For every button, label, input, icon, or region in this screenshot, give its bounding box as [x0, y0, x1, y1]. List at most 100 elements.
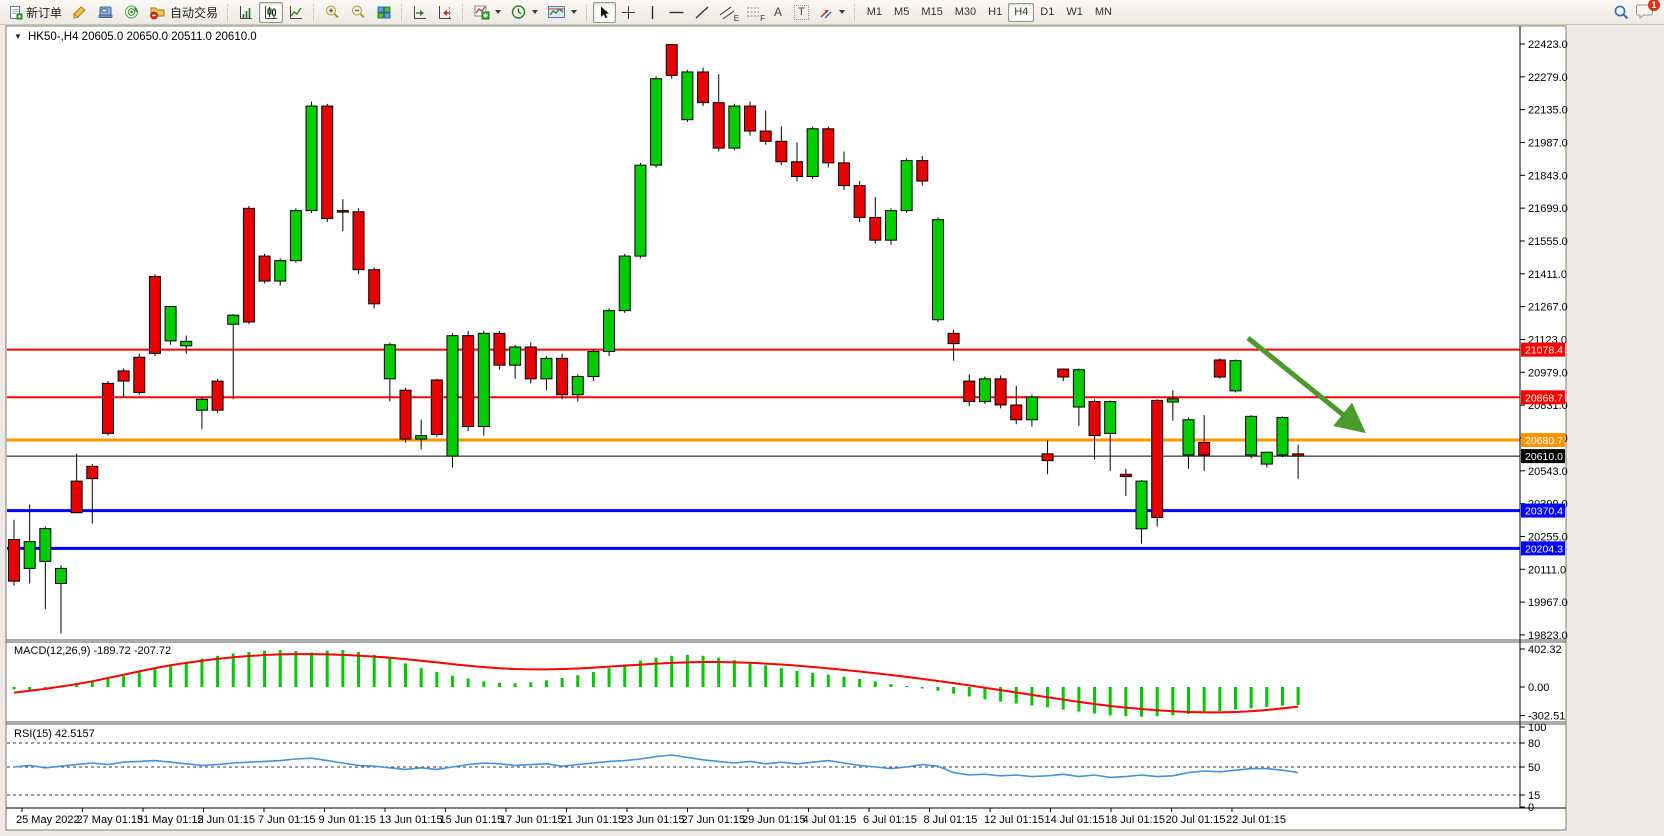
- channel-tool-button[interactable]: E: [715, 2, 740, 23]
- templates-button[interactable]: [543, 2, 581, 23]
- text-label-tool-icon: T: [794, 4, 809, 20]
- candle: [1088, 399, 1101, 460]
- new-order-button[interactable]: 新订单: [4, 2, 66, 23]
- candle-body: [791, 161, 803, 178]
- date-tick-label: 23 Jun 01:15: [621, 814, 685, 826]
- candle-body: [963, 380, 976, 403]
- timeframe-d1-button[interactable]: D1: [1040, 6, 1055, 18]
- timeframe-m5-button[interactable]: M5: [894, 6, 910, 18]
- vertical-line-tool-button[interactable]: [641, 2, 663, 23]
- autotrade-button[interactable]: 自动交易: [145, 2, 222, 23]
- candle-body: [227, 314, 240, 325]
- price-level-badge: 20204.3: [1521, 541, 1565, 556]
- bar-chart-icon: [240, 5, 253, 19]
- timeframe-group: M1 M5 M15 M30 H1 H4 D1 W1 MN: [861, 2, 1118, 22]
- candlestick-chart-button[interactable]: [259, 1, 284, 23]
- toolbar-separator: [227, 3, 229, 21]
- candle: [837, 151, 850, 191]
- chat-button[interactable]: 1: [1636, 0, 1660, 22]
- candle-body: [728, 105, 741, 149]
- candle: [1025, 394, 1038, 427]
- candle: [1182, 417, 1195, 469]
- axes-layer[interactable]: 22423.0 22279.0 22135.0 21987.0 21843.0 21699…: [6, 26, 1568, 826]
- timeframe-w1-button[interactable]: W1: [1066, 6, 1083, 18]
- candle-body: [70, 480, 83, 514]
- timeframe-m1-button[interactable]: M1: [866, 6, 883, 18]
- text-tool-button[interactable]: A: [767, 2, 789, 23]
- toolbar-separator: [462, 3, 464, 21]
- horizontal-line-icon: [669, 11, 684, 13]
- candle-body: [634, 164, 647, 257]
- price-tick-label: 21987.0: [1528, 137, 1568, 149]
- candle-body: [556, 357, 569, 396]
- zoom-in-button[interactable]: [320, 2, 345, 23]
- candle: [383, 342, 396, 402]
- price-level-badge: 20680.7: [1521, 433, 1565, 448]
- arrows-tool-button[interactable]: [814, 2, 849, 23]
- candle: [634, 162, 647, 259]
- notepad-button[interactable]: [67, 2, 92, 23]
- candle-body: [650, 78, 663, 166]
- search-icon[interactable]: [1613, 4, 1630, 21]
- text-label-tool-button[interactable]: T: [790, 2, 813, 23]
- candle: [368, 267, 381, 309]
- candle: [336, 199, 349, 232]
- candle-body: [258, 255, 271, 282]
- crosshair-tool-button[interactable]: [617, 2, 640, 23]
- auto-scroll-button[interactable]: [408, 2, 432, 23]
- tile-windows-button[interactable]: [372, 2, 396, 23]
- candle: [697, 67, 710, 107]
- vertical-line-icon: [651, 5, 653, 19]
- timeframe-mn-button[interactable]: MN: [1094, 6, 1112, 18]
- zoom-out-button[interactable]: [346, 2, 371, 23]
- cursor-tool-button[interactable]: [593, 1, 617, 23]
- candle-body: [117, 370, 130, 382]
- terminal-button[interactable]: [93, 2, 118, 23]
- trendline-tool-button[interactable]: [690, 2, 714, 23]
- date-tick-label: 6 Jul 01:15: [863, 814, 917, 826]
- candle-body: [978, 378, 991, 403]
- macd-pane[interactable]: [12, 650, 1300, 717]
- candle: [227, 314, 240, 400]
- candle-body: [477, 332, 490, 428]
- candle-body: [853, 185, 866, 218]
- candle: [587, 349, 600, 382]
- toolbar-separator: [586, 3, 588, 21]
- trend-arrow[interactable]: [1246, 336, 1366, 434]
- candle-body: [1041, 453, 1054, 462]
- fibonacci-tool-button[interactable]: F: [741, 2, 766, 23]
- indicators-button[interactable]: [469, 2, 505, 23]
- price-level-badge-box: [1521, 541, 1565, 556]
- date-tick-label: 27 Jun 01:15: [682, 814, 746, 826]
- candle-body: [383, 344, 396, 380]
- timeframe-m30-button[interactable]: M30: [954, 6, 977, 18]
- horizontal-line-tool-button[interactable]: [664, 2, 689, 23]
- bar-chart-button[interactable]: [234, 2, 258, 23]
- timeframe-h4-button[interactable]: H4: [1008, 2, 1035, 22]
- candle-body: [1010, 404, 1023, 421]
- candle: [822, 126, 835, 168]
- signal-button[interactable]: [119, 2, 144, 23]
- line-chart-button[interactable]: [284, 2, 308, 23]
- candle: [23, 504, 36, 584]
- candle: [8, 519, 20, 586]
- candle-body: [869, 216, 882, 241]
- candle: [869, 196, 882, 244]
- rsi-pane[interactable]: [7, 742, 1520, 796]
- rsi-tick-label: 80: [1528, 738, 1540, 750]
- candle-body: [1057, 368, 1070, 378]
- candle-body: [8, 539, 20, 582]
- chart-shift-button[interactable]: [433, 2, 457, 23]
- toolbar-separator: [401, 3, 403, 21]
- caret-down-icon: [838, 10, 845, 14]
- timeframe-m15-button[interactable]: M15: [921, 6, 943, 18]
- candle: [618, 253, 631, 313]
- candle-body: [399, 389, 412, 440]
- price-level-badge-text: 20868.7: [1525, 392, 1563, 404]
- candle-body: [211, 380, 224, 411]
- periods-button[interactable]: [506, 2, 542, 23]
- timeframe-h1-button[interactable]: H1: [988, 6, 1003, 18]
- candle: [54, 565, 67, 634]
- candles-layer[interactable]: [8, 44, 1305, 634]
